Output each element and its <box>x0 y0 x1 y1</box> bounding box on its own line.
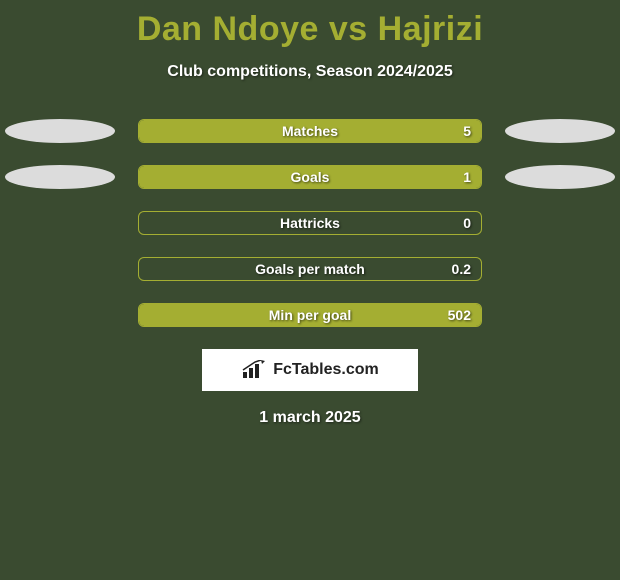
right-marker-ellipse <box>505 119 615 143</box>
branding-badge: FcTables.com <box>202 349 418 391</box>
left-marker-ellipse <box>5 165 115 189</box>
right-marker-ellipse <box>505 165 615 189</box>
stat-rows: Matches 5 Goals 1 Hattricks 0 <box>0 119 620 327</box>
left-marker-ellipse <box>5 119 115 143</box>
stat-label: Matches <box>282 123 338 139</box>
stat-value: 0 <box>463 215 471 231</box>
stat-label: Min per goal <box>269 307 351 323</box>
stat-row: Matches 5 <box>0 119 620 143</box>
stat-bar: Matches 5 <box>138 119 482 143</box>
stat-label: Goals <box>291 169 330 185</box>
date-label: 1 march 2025 <box>0 409 620 427</box>
stat-label: Goals per match <box>255 261 365 277</box>
stat-bar: Goals 1 <box>138 165 482 189</box>
page-title: Dan Ndoye vs Hajrizi <box>0 0 620 49</box>
stat-row: Min per goal 502 <box>0 303 620 327</box>
stat-row: Hattricks 0 <box>0 211 620 235</box>
stat-bar: Hattricks 0 <box>138 211 482 235</box>
stat-value: 1 <box>463 169 471 185</box>
subtitle: Club competitions, Season 2024/2025 <box>0 63 620 81</box>
stat-row: Goals per match 0.2 <box>0 257 620 281</box>
stat-bar: Min per goal 502 <box>138 303 482 327</box>
comparison-infographic: Dan Ndoye vs Hajrizi Club competitions, … <box>0 0 620 580</box>
stat-label: Hattricks <box>280 215 340 231</box>
bar-chart-icon <box>241 360 267 380</box>
stat-value: 502 <box>448 307 471 323</box>
branding-text: FcTables.com <box>273 361 379 379</box>
stat-row: Goals 1 <box>0 165 620 189</box>
stat-value: 0.2 <box>452 261 471 277</box>
stat-value: 5 <box>463 123 471 139</box>
stat-bar: Goals per match 0.2 <box>138 257 482 281</box>
